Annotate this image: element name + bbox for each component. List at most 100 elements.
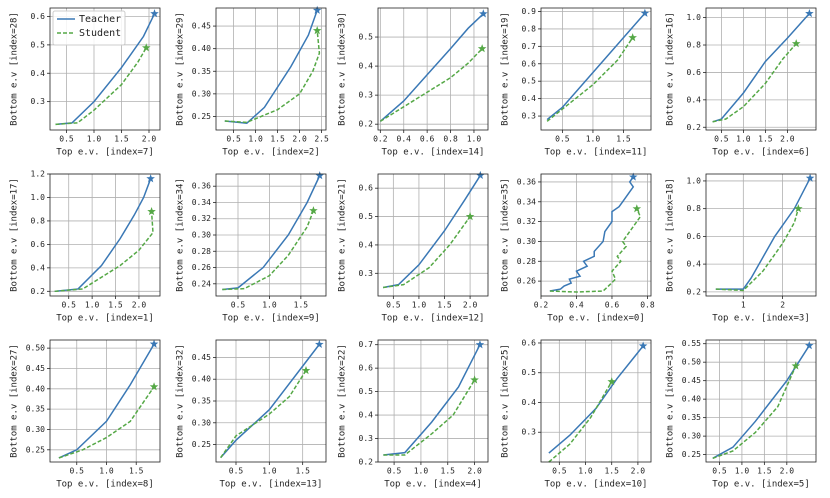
series-line — [382, 175, 481, 289]
y-tick-label: 0.4 — [359, 62, 374, 71]
series-line — [220, 343, 320, 459]
y-tick-label: 0.40 — [26, 384, 45, 393]
x-tick-label: 1.5 — [270, 135, 285, 144]
y-tick-label: 0.32 — [192, 214, 211, 223]
y-tick-label: 0.2 — [359, 120, 374, 129]
y-tick-label: 0.5 — [359, 212, 374, 221]
plot-frame — [377, 339, 489, 463]
y-tick-label: 0.4 — [522, 398, 537, 407]
series-line — [54, 211, 154, 293]
y-tick-label: 0.2 — [687, 287, 702, 296]
panel: 0.2 0.4 0.6 0.8 0.26 0.28 0.30 0.32 0.34 0.36 Top … — [501, 172, 655, 324]
end-star — [146, 174, 155, 183]
y-tick-label: 0.45 — [26, 364, 45, 373]
x-axis-label: Top e.v. [index=14] — [382, 148, 485, 158]
y-axis-label: Bottom e.v [index=16] — [666, 12, 676, 126]
x-tick-label: 0.8 — [443, 135, 458, 144]
x-tick-label: 0.2 — [373, 135, 388, 144]
panel: 0.5 1.0 1.5 2.0 0.3 0.4 0.5 0.6 Top e.v. [index=… — [10, 7, 161, 158]
y-tick-label: 0.4 — [359, 240, 374, 249]
x-axis-label: Top e.v. [index=10] — [545, 480, 648, 490]
y-axis-label: Bottom e.v [index=32] — [176, 344, 186, 458]
panel: 0.5 1.0 1.5 2.0 0.25 0.30 0.35 0.40 0.45 0.50 0.55… — [666, 339, 817, 490]
y-tick-label: 0.8 — [31, 216, 46, 225]
y-tick-label: 0.5 — [31, 40, 46, 49]
plot-frame — [215, 339, 327, 463]
y-axis-label: Bottom e.v [index=25] — [501, 344, 511, 458]
panel: 0.5 1.0 1.5 2.0 2.5 0.25 0.30 0.35 0.40 0.45 Top e… — [176, 5, 329, 158]
y-tick-label: 0.6 — [522, 59, 537, 68]
plot-frame — [377, 173, 489, 297]
end-star — [805, 173, 815, 182]
end-star — [147, 207, 156, 216]
y-tick-label: 0.4 — [31, 263, 46, 272]
x-tick-label: 0.6 — [605, 301, 620, 310]
x-tick-label: 1.5 — [616, 135, 631, 144]
end-star — [470, 375, 479, 384]
end-star — [640, 8, 650, 17]
series-line — [546, 12, 646, 121]
x-tick-label: 1.5 — [604, 467, 619, 476]
plot-frame — [540, 173, 652, 297]
y-axis-label: Bottom e.v [index=27] — [10, 344, 20, 458]
panel: 0.5 1.0 1.5 2.0 0.2 0.4 0.6 0.8 1.0 Top e.v. [ind… — [666, 7, 817, 158]
series-line — [549, 208, 642, 293]
y-tick-label: 0.40 — [192, 44, 211, 53]
x-tick-label: 2 — [780, 301, 785, 310]
y-tick-label: 0.5 — [359, 33, 374, 42]
x-tick-label: 0.5 — [386, 301, 401, 310]
series-line — [546, 37, 634, 122]
end-star — [312, 5, 322, 14]
x-tick-label: 1.0 — [467, 135, 482, 144]
x-axis-label: Top e.v. [index=1] — [56, 314, 154, 324]
end-star — [141, 43, 151, 52]
x-tick-label: 2.0 — [631, 467, 646, 476]
y-tick-label: 0.28 — [517, 257, 536, 266]
y-tick-label: 0.25 — [192, 440, 211, 449]
end-star — [794, 204, 803, 213]
panel: 0.5 1.0 1.5 0.25 0.30 0.35 0.40 0.45 0.50 Top e.v… — [10, 339, 161, 490]
x-tick-label: 1.0 — [85, 301, 100, 310]
y-tick-label: 0.30 — [192, 231, 211, 240]
end-star — [312, 26, 322, 35]
y-axis-label: Bottom e.v [index=18] — [666, 178, 676, 292]
series-line — [58, 386, 155, 459]
x-tick-label: 1.5 — [437, 301, 452, 310]
x-axis-label: Top e.v. [index=2] — [222, 148, 320, 158]
panel: 0.5 1.0 1.5 2.0 0.2 0.4 0.6 0.8 1.0 1.2 Top e.v. [… — [10, 170, 161, 324]
y-axis-label: Bottom e.v [index=35] — [501, 178, 511, 292]
end-star — [477, 44, 487, 53]
plot-frame — [540, 339, 652, 463]
y-tick-label: 0.7 — [359, 340, 374, 349]
end-star — [150, 9, 159, 18]
series-line — [224, 30, 321, 124]
end-star — [607, 377, 616, 386]
y-axis-label: Bottom e.v [index=17] — [10, 178, 20, 292]
y-tick-label: 0.6 — [359, 184, 374, 193]
y-tick-label: 0.40 — [682, 395, 701, 404]
y-tick-label: 0.45 — [192, 22, 211, 31]
y-tick-label: 0.6 — [687, 232, 702, 241]
y-tick-label: 0.35 — [26, 405, 45, 414]
x-tick-label: 2.5 — [314, 135, 329, 144]
y-tick-label: 0.35 — [682, 413, 701, 422]
x-tick-label: 1.0 — [735, 467, 750, 476]
end-star — [315, 339, 324, 348]
x-tick-label: 2.0 — [467, 467, 482, 476]
series-line — [222, 210, 315, 291]
end-star — [315, 171, 324, 180]
x-tick-label: 0.6 — [420, 135, 435, 144]
x-tick-label: 0.5 — [226, 135, 241, 144]
y-tick-label: 0.30 — [517, 237, 536, 246]
y-tick-label: 0.6 — [687, 68, 702, 77]
y-tick-label: 0.3 — [522, 112, 537, 121]
panel: 0.5 1.0 1.5 0.3 0.4 0.5 0.6 0.7 0.8 0.9 Top e.v. [… — [501, 7, 652, 158]
y-tick-label: 0.4 — [522, 94, 537, 103]
plot-frame — [377, 7, 489, 131]
y-tick-label: 0.5 — [359, 387, 374, 396]
end-star — [791, 39, 801, 48]
series-line — [383, 216, 471, 289]
panel: 0.5 1.0 1.5 0.24 0.26 0.28 0.30 0.32 0.34 0.36 Top… — [176, 171, 327, 324]
series-line — [55, 47, 147, 126]
